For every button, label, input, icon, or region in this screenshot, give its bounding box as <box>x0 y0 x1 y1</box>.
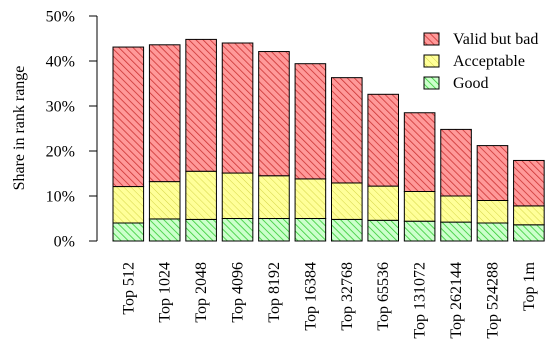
bar-segment <box>221 42 254 174</box>
bar-segment <box>258 175 290 219</box>
y-tick-label: 50% <box>46 9 75 26</box>
bar-group <box>185 38 217 242</box>
bar-segment <box>185 38 217 172</box>
x-tick-label: Top 16384 <box>302 262 319 331</box>
bar-segment <box>148 218 181 242</box>
bar-group <box>258 51 290 242</box>
y-tick-label: 40% <box>46 54 75 71</box>
bar-group <box>513 159 545 242</box>
bar-group <box>440 128 472 242</box>
x-tick-label: Top 8192 <box>266 262 283 323</box>
y-tick-label: 0% <box>54 234 75 251</box>
bar-segment <box>513 159 545 207</box>
bar-segment <box>112 222 145 242</box>
bar-segment <box>513 205 545 226</box>
bar-segment <box>112 46 145 188</box>
bar-segment <box>367 185 400 221</box>
bar-group <box>331 77 363 242</box>
bar-segment <box>476 145 509 202</box>
bar-segment <box>294 63 327 180</box>
x-tick-label: Top 65536 <box>375 262 392 331</box>
y-tick-label: 20% <box>46 144 75 161</box>
legend-label: Acceptable <box>453 53 525 70</box>
bar-segment <box>148 181 181 220</box>
x-tick-label: Top 1m <box>521 261 538 311</box>
bar-segment <box>403 220 436 242</box>
y-axis: 0% 10% 20% 30% 40% 50% <box>46 9 98 251</box>
legend-swatch <box>423 54 440 68</box>
bar-segment <box>185 170 217 220</box>
x-tick-label: Top 512 <box>120 262 137 315</box>
bar-segment <box>221 218 254 242</box>
bar-segment <box>440 195 472 223</box>
bar-segment <box>440 221 472 242</box>
bars <box>112 38 545 242</box>
bar-group <box>403 112 436 242</box>
bar-segment <box>258 51 290 177</box>
bar-segment <box>331 182 363 220</box>
bar-segment <box>185 218 217 242</box>
bar-segment <box>476 200 509 224</box>
bar-segment <box>331 77 363 184</box>
bar-segment <box>294 218 327 242</box>
legend: Valid but bad Acceptable Good <box>423 31 538 92</box>
bar-segment <box>112 186 145 224</box>
bar-group <box>112 46 145 242</box>
bar-group <box>476 145 509 242</box>
bar-group <box>294 63 327 242</box>
bar-segment <box>221 172 254 220</box>
bar-segment <box>367 93 400 187</box>
bar-segment <box>440 128 472 197</box>
bar-group <box>367 93 400 242</box>
legend-label: Good <box>453 75 489 92</box>
bar-segment <box>513 224 545 242</box>
x-tick-label: Top 131072 <box>412 262 429 339</box>
y-tick-label: 10% <box>46 189 75 206</box>
x-tick-label: Top 1024 <box>157 262 174 323</box>
y-axis-title: Share in rank range <box>11 66 28 191</box>
legend-swatch <box>423 32 440 46</box>
bar-group <box>148 44 181 242</box>
bar-segment <box>403 191 436 222</box>
bar-segment <box>476 222 509 242</box>
x-tick-label: Top 32768 <box>339 262 356 331</box>
bar-group <box>221 42 254 242</box>
bar-segment <box>258 218 290 242</box>
bar-segment <box>294 178 327 219</box>
bar-segment <box>331 218 363 242</box>
bar-segment <box>403 112 436 192</box>
x-tick-label: Top 2048 <box>193 262 210 323</box>
x-axis-tick-labels: Top 512 Top 1024 Top 2048 Top 4096 Top 8192 T… <box>120 261 538 338</box>
y-tick-label: 30% <box>46 99 75 116</box>
x-tick-label: Top 262144 <box>448 262 465 339</box>
legend-label: Valid but bad <box>453 31 538 48</box>
x-tick-label: Top 524288 <box>484 262 501 339</box>
bar-segment <box>367 219 400 242</box>
bar-segment <box>148 44 181 183</box>
legend-swatch <box>423 76 440 90</box>
x-tick-label: Top 4096 <box>230 262 247 323</box>
